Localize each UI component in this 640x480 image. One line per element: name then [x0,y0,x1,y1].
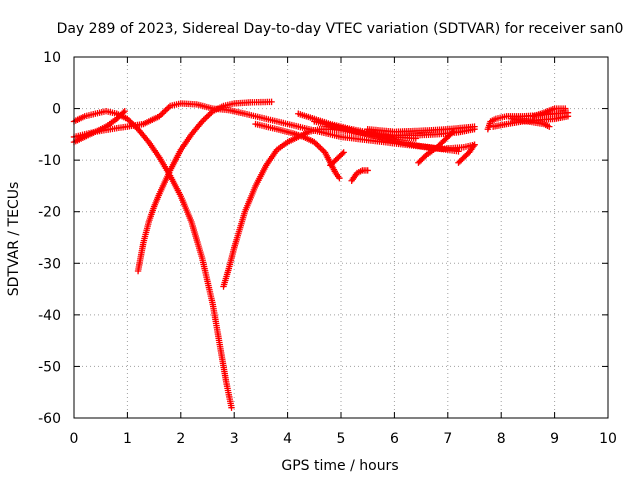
data-point [206,110,213,118]
series-track-5 [220,126,419,290]
data-point [317,144,324,152]
data-point [315,143,323,150]
series-track-1 [70,107,235,411]
data-point [336,174,343,182]
x-tick-label: 0 [70,431,79,447]
data-point [455,148,462,155]
y-tick-label: -50 [38,359,61,375]
x-tick-label: 2 [176,431,185,447]
x-tick-label: 1 [123,431,132,447]
x-tick-label: 6 [390,431,399,447]
series-track-12 [415,128,457,166]
y-tick-label: -10 [38,153,61,169]
data-point [471,141,478,148]
data-point [268,98,275,106]
y-tick-label: -30 [38,256,61,272]
y-tick-label: -20 [38,205,61,221]
data-point [202,115,209,122]
data-point [339,150,346,157]
data-point [471,123,478,130]
data-point [564,113,572,120]
data-point [163,105,171,113]
data-point [121,107,128,115]
data-point [205,112,212,119]
series-track-17 [530,105,569,120]
data-point [364,167,371,174]
data-point [162,107,169,114]
data-point [448,129,456,137]
x-tick-label: 10 [599,431,617,447]
series-track-11 [348,167,371,184]
plot-frame [73,56,609,419]
data-point [318,146,326,153]
series-layer [70,98,572,411]
data-point [127,118,134,126]
y-tick-label: -40 [38,308,61,324]
x-tick-label: 3 [230,431,239,447]
chart-title: Day 289 of 2023, Sidereal Day-to-day VTE… [57,21,624,37]
data-point [314,141,321,149]
y-tick-label: 10 [43,50,61,66]
x-axis-label: GPS time / hours [281,458,398,474]
data-point [449,128,457,135]
series-track-16 [508,115,553,130]
x-tick-label: 5 [337,431,346,447]
series-track-6 [252,120,343,182]
series-track-13 [455,141,478,166]
data-point [160,108,168,116]
data-point [562,105,569,112]
data-point [546,123,553,130]
data-point [203,113,210,121]
x-tick-label: 9 [550,431,559,447]
data-point [120,109,127,116]
y-tick-label: -60 [38,411,61,427]
x-tick-label: 4 [283,431,292,447]
y-tick-label: 0 [52,102,61,118]
grid-layer [74,57,608,418]
y-axis-label: SDTVAR / TECUs [6,182,22,297]
x-tick-label: 8 [497,431,506,447]
series-track-9 [364,123,478,135]
x-tick-label: 7 [443,431,452,447]
data-point [340,149,347,156]
data-point [159,110,166,117]
tick-layer: 0 1 2 3 4 5 6 7 8 9 10 10 0 -10 -20 -30 -40 -50 -60 [38,50,617,447]
data-point [228,404,235,411]
series-track-10 [327,149,347,169]
